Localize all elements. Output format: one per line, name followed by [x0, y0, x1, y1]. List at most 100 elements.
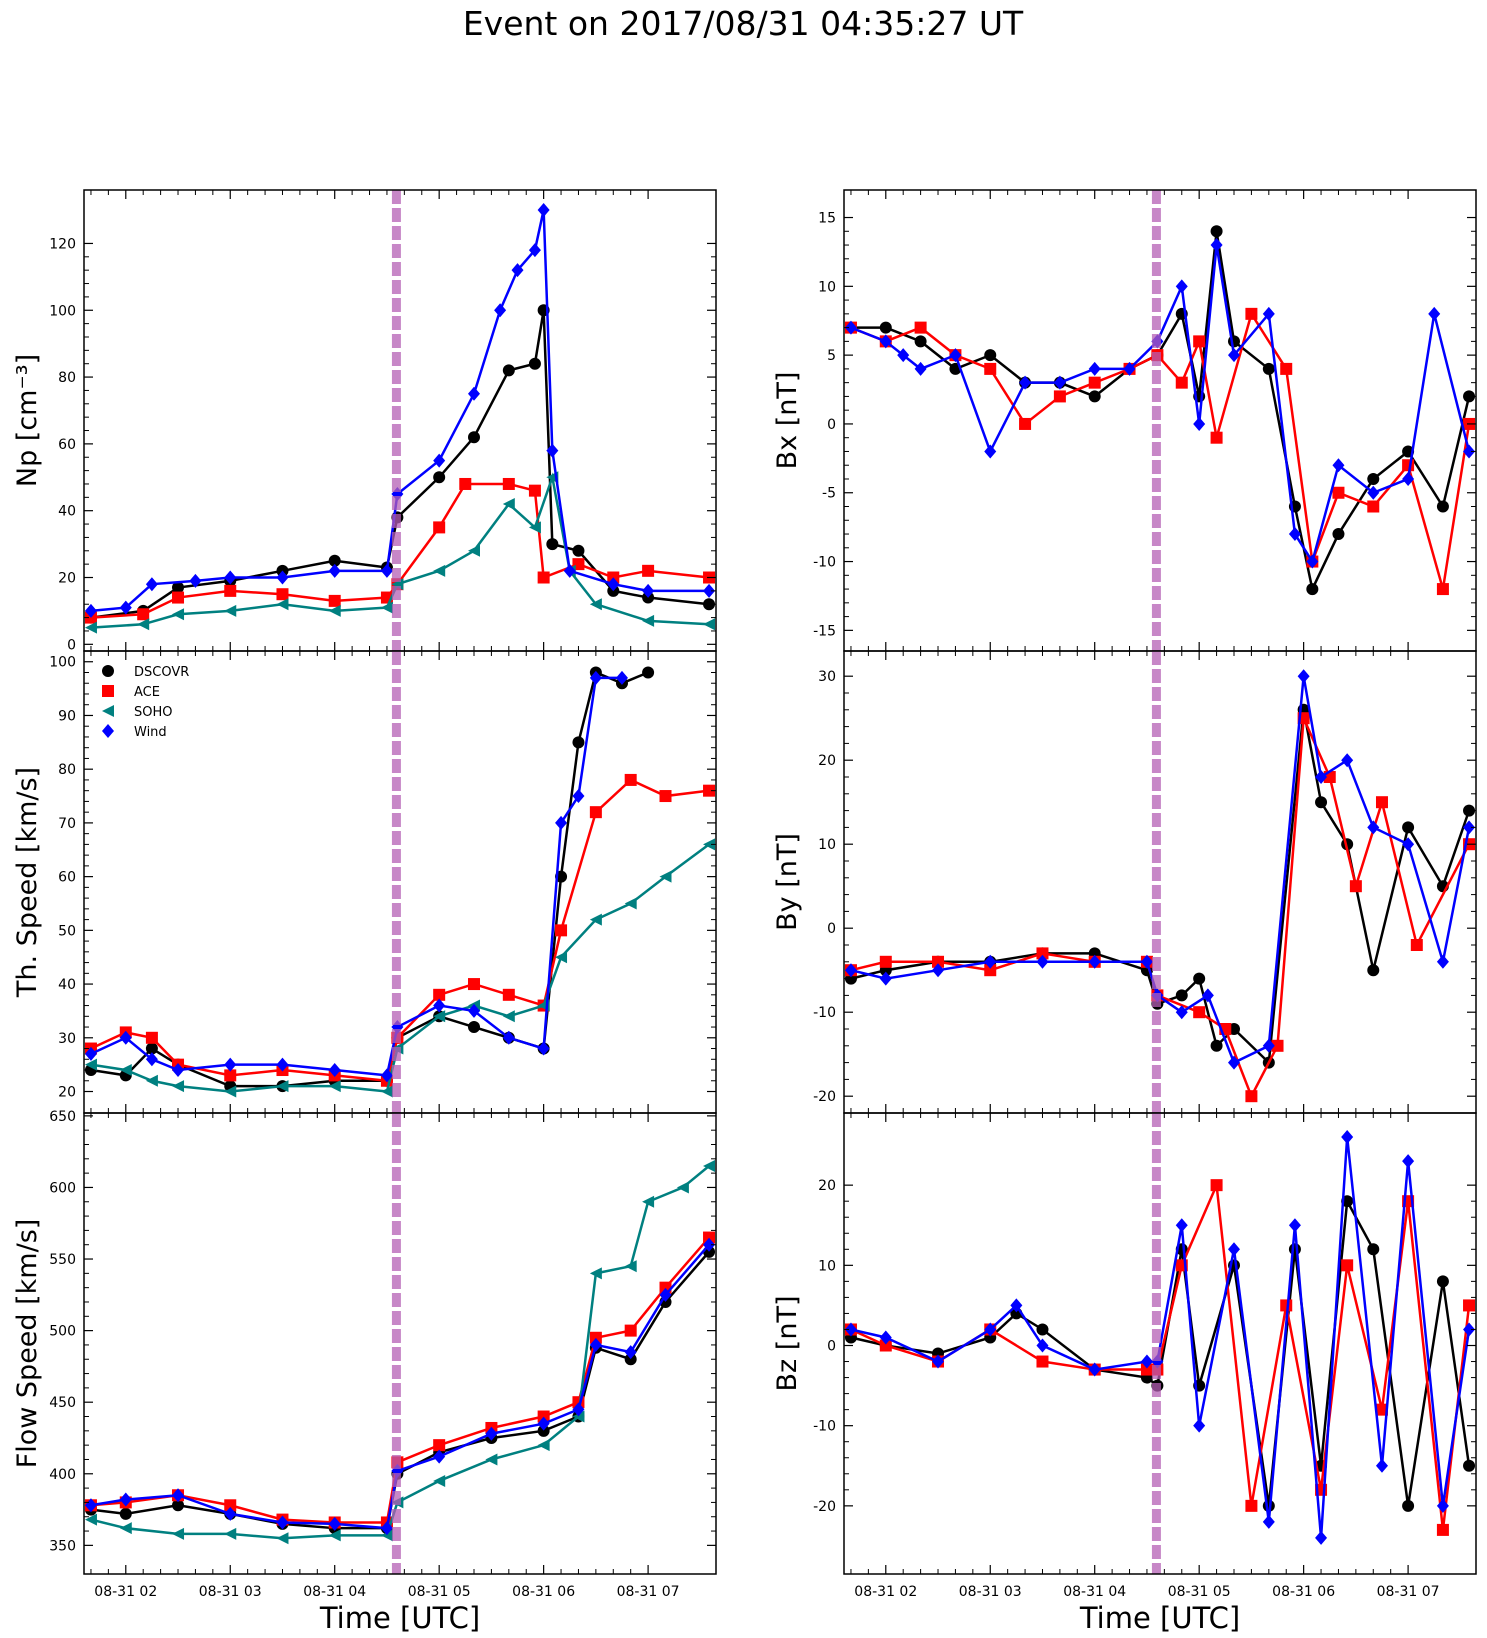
dscovr-point	[502, 364, 515, 377]
panel-right-bottom: -20 -10 0 10 20 08-31 02 08-31 03 08-31 04 08-31…	[772, 1112, 1477, 1635]
wind-point	[555, 815, 568, 830]
soho-point	[380, 1529, 393, 1542]
wind-point	[1175, 279, 1188, 294]
wind-point	[897, 348, 910, 363]
ace-point	[984, 362, 997, 375]
panel-left-bottom: 350 400 450 500 550 600 650 08-31 02 08-31 03 08-…	[12, 1109, 717, 1635]
legend-label: SOHO	[134, 705, 173, 720]
soho-point	[328, 604, 341, 617]
y-tick-label: 600	[49, 1180, 76, 1196]
dscovr-point	[572, 544, 585, 557]
ace-point	[433, 1439, 446, 1452]
soho-point	[172, 1527, 185, 1540]
dscovr-point	[1402, 821, 1415, 834]
wind-series-line	[90, 1243, 710, 1530]
wind-point	[119, 1492, 132, 1507]
wind-point	[1053, 375, 1066, 390]
ace-point	[172, 591, 185, 604]
wind-point	[844, 963, 857, 978]
wind-point	[84, 1046, 97, 1061]
soho-point	[84, 1058, 97, 1071]
y-tick-label: -20	[813, 1499, 836, 1515]
dscovr-point	[1288, 1243, 1301, 1256]
ace-series-line	[850, 717, 1471, 1100]
dscovr-point	[328, 554, 341, 567]
ace-point	[502, 988, 515, 1001]
ace-point	[1140, 1363, 1153, 1376]
y-tick-label: 450	[49, 1395, 76, 1411]
soho-point	[642, 1195, 655, 1208]
soho-point	[589, 1267, 602, 1280]
wind-point	[879, 1330, 892, 1345]
wind-point	[1341, 1130, 1354, 1145]
wind-point	[1375, 1458, 1388, 1473]
plot-area	[844, 651, 1476, 1113]
wind-point	[494, 303, 507, 318]
legend-label: ACE	[134, 685, 160, 700]
dscovr-point	[467, 431, 480, 444]
wind-point	[224, 1506, 237, 1521]
ace-point	[1036, 1355, 1049, 1368]
wind-point	[879, 971, 892, 986]
soho-point	[659, 870, 672, 883]
wind-point	[572, 789, 585, 804]
wind-point	[485, 1426, 498, 1441]
ace-point	[537, 1410, 550, 1423]
soho-point	[703, 1159, 716, 1172]
soho-point	[433, 1474, 446, 1487]
wind-point	[380, 1068, 393, 1083]
axes-frame	[843, 650, 1477, 1114]
dscovr-point	[1463, 390, 1476, 403]
y-tick-label: 40	[58, 504, 76, 520]
wind-point	[380, 1521, 393, 1536]
ace-point	[1193, 335, 1206, 348]
wind-point	[659, 1287, 672, 1302]
wind-point	[1227, 1242, 1240, 1257]
dscovr-point	[984, 349, 997, 362]
ace-point	[224, 584, 237, 597]
wind-point	[84, 1498, 97, 1513]
legend-label: DSCOVR	[134, 665, 189, 680]
ace-point	[589, 1331, 602, 1344]
ace-point	[1375, 1403, 1388, 1416]
ace-point	[1245, 1090, 1258, 1103]
wind-point	[502, 1030, 515, 1045]
soho-point	[642, 614, 655, 627]
dscovr-point	[1306, 583, 1319, 596]
y-tick-label: 20	[818, 1178, 836, 1194]
x-tick-label: 08-31 04	[303, 1584, 366, 1600]
dscovr-series-line	[850, 709, 1471, 1066]
wind-series-line	[90, 209, 710, 613]
wind-point	[1088, 361, 1101, 376]
soho-point	[102, 705, 114, 717]
soho-point	[537, 1439, 550, 1452]
soho-point	[624, 897, 637, 910]
x-tick-label: 08-31 07	[617, 1584, 680, 1600]
ace-point	[145, 1031, 158, 1044]
ace-point	[1271, 1039, 1284, 1052]
dscovr-point	[537, 1424, 550, 1437]
wind-point	[1210, 238, 1223, 253]
wind-point	[1123, 361, 1136, 376]
y-tick-label: 10	[818, 837, 836, 853]
soho-point	[502, 498, 515, 511]
x-axis-label: Time [UTC]	[319, 1601, 480, 1635]
wind-point	[145, 1052, 158, 1067]
y-tick-label: 70	[58, 816, 76, 832]
wind-point	[1436, 1498, 1449, 1513]
wind-point	[1193, 416, 1206, 431]
wind-point	[1227, 348, 1240, 363]
ace-point	[1210, 431, 1223, 444]
wind-point	[433, 453, 446, 468]
ace-series-line	[90, 1236, 710, 1524]
y-tick-label: 90	[58, 708, 76, 724]
wind-point	[607, 577, 620, 592]
wind-point	[119, 600, 132, 615]
wind-point	[467, 1003, 480, 1018]
ace-point	[879, 955, 892, 968]
soho-point	[328, 1529, 341, 1542]
x-tick-label: 08-31 03	[959, 1584, 1022, 1600]
ace-point	[1349, 880, 1362, 893]
wind-point	[1201, 988, 1214, 1003]
